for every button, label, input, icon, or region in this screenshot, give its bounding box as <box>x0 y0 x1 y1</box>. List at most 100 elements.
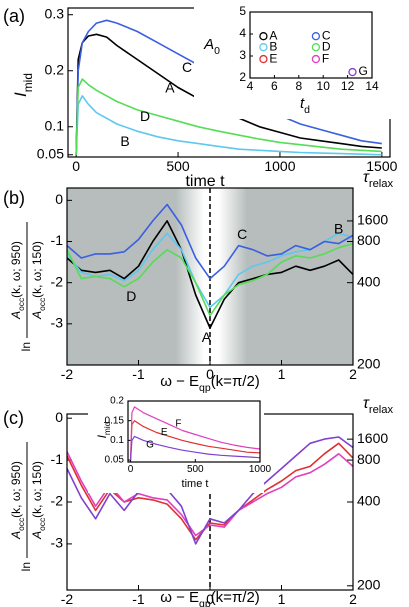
series-line <box>75 19 382 155</box>
label-part: relax <box>369 404 394 416</box>
axis-label: time t <box>182 478 209 490</box>
point-label: A <box>269 28 277 42</box>
label-part: ln <box>19 342 33 351</box>
label-part: A <box>203 36 214 53</box>
y-tick-label: 0.1 <box>110 435 124 446</box>
series-label: C <box>237 226 247 242</box>
y-tick-label: 0.1 <box>45 117 65 133</box>
y2-tick-label: 400 <box>357 493 381 509</box>
numerator: Aocc(k, ω; 950) <box>9 461 26 540</box>
point <box>311 54 321 64</box>
label-part: I <box>95 434 109 438</box>
y-tick-label: 0.05 <box>105 455 125 466</box>
x-tick-label: 2 <box>349 366 357 382</box>
y2-tick-label: 200 <box>357 356 381 372</box>
y-tick-label: 3 <box>239 48 246 62</box>
x-tick-label: 8 <box>295 79 302 93</box>
y-tick-label: 0.3 <box>45 5 65 21</box>
series-label: A <box>165 79 175 95</box>
label-part: occ <box>37 518 47 531</box>
label-part: mid <box>21 73 35 92</box>
label-part: qp <box>199 598 211 607</box>
series-label: G <box>146 440 154 451</box>
label-part: τ <box>363 395 370 412</box>
x-tick-label: 1500 <box>366 158 397 174</box>
y-tick-label: -3 <box>51 315 64 331</box>
panel: (b) -2 -1 0 1 2 -3 -2 -1 0 1600 800 400 200 A B C Dω − Eq… <box>3 169 394 394</box>
label-part: ln <box>19 562 33 571</box>
x-tick-label: 0 <box>128 464 134 475</box>
series-label: E <box>161 427 168 438</box>
axis-label: ω − Eqp(k=π/2) <box>160 589 260 607</box>
point <box>311 32 321 41</box>
label-part: ω − E <box>160 373 199 390</box>
inset-background <box>88 393 264 493</box>
axis-label: td <box>300 95 310 116</box>
y2-tick-label: 1600 <box>357 430 388 446</box>
y-tick-label: -1 <box>51 451 64 467</box>
y2-tick-label: 800 <box>357 451 381 467</box>
x-tick-label: 1000 <box>249 464 272 475</box>
series-label: C <box>182 59 192 75</box>
series-line <box>66 232 354 309</box>
label-part: occ <box>37 298 47 311</box>
axis-label: ω − Eqp(k=π/2) <box>160 373 260 394</box>
series-label: B <box>334 221 343 237</box>
label-part: d <box>304 104 310 116</box>
label-part: occ <box>16 298 26 311</box>
series-label: F <box>175 418 181 429</box>
panel: (c) -2 -1 0 1 2 -3 -2 -1 0 1600 800 400 200 ω − Eqp(k=… <box>3 395 394 607</box>
y-tick-label: 0 <box>55 409 63 425</box>
point-label: E <box>269 51 277 65</box>
x-tick-label: 10 <box>317 79 331 93</box>
y-tick-label: 5 <box>239 4 246 18</box>
x-tick-label: 1000 <box>264 158 295 174</box>
label-part: I <box>11 92 30 97</box>
series-line <box>75 78 382 155</box>
numerator: Aocc(k, ω; 950) <box>9 241 26 320</box>
panel-label: (b) <box>3 188 25 208</box>
x-tick-label: -1 <box>132 366 145 382</box>
label-part: A <box>9 531 23 540</box>
label-part: ω − E <box>160 589 199 606</box>
x-tick-label: 1 <box>278 591 286 607</box>
x-tick-label: 500 <box>166 158 190 174</box>
series-line <box>130 406 261 461</box>
y-tick-label: 0.15 <box>105 415 125 426</box>
plot-frame <box>127 400 261 463</box>
y-tick-label: 4 <box>239 26 246 40</box>
inset-background <box>194 1 392 119</box>
x-tick-label: -2 <box>61 366 74 382</box>
x-tick-label: 4 <box>247 79 254 93</box>
series-label: A <box>202 329 212 345</box>
y-tick-label: -2 <box>51 493 64 509</box>
x-tick-label: 6 <box>271 79 278 93</box>
series-label: D <box>140 108 150 124</box>
axis-label: τrelax <box>363 395 394 416</box>
point-label: F <box>322 51 329 65</box>
series-line <box>66 242 354 317</box>
point <box>259 43 268 52</box>
series-line <box>66 220 354 329</box>
point <box>311 43 321 52</box>
label-part: mid <box>102 421 112 435</box>
y-tick-label: 0.2 <box>110 396 124 407</box>
y-tick-label: 2 <box>239 70 246 84</box>
denominator: Aocc(k, ω; 150) <box>30 461 47 540</box>
y2-tick-label: 800 <box>357 232 381 248</box>
x-tick-label: 0 <box>206 591 214 607</box>
label-part: (k, ω; 950) <box>9 461 23 518</box>
axis-label: Imid <box>11 73 35 97</box>
plot-frame <box>249 11 373 79</box>
label-part: τ <box>363 169 370 186</box>
y-tick-label: 0 <box>55 191 63 207</box>
label-part: (k=π/2) <box>211 373 260 390</box>
series-line <box>75 95 382 156</box>
label-part: A <box>30 531 44 540</box>
panel-label: (c) <box>3 408 24 428</box>
y-tick-label: -3 <box>51 535 64 551</box>
y2-tick-label: 200 <box>357 577 381 593</box>
